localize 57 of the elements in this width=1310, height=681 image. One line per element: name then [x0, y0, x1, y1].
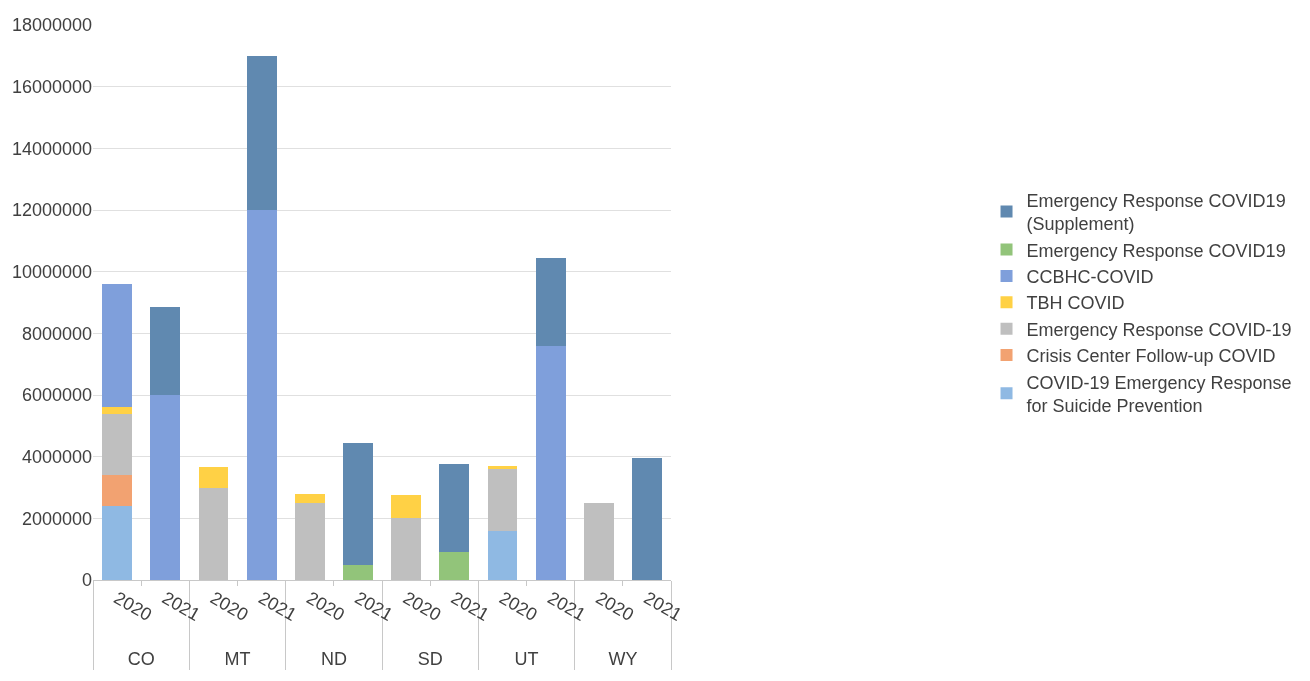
y-tick-label: 2000000 [21, 508, 92, 529]
bar [487, 469, 518, 531]
x-tick-label: 2020 [399, 587, 445, 625]
bar [535, 257, 566, 346]
text: ND [320, 649, 347, 670]
bar [246, 210, 277, 580]
bar [150, 395, 181, 580]
y-tick-label: 18000000 [11, 15, 92, 36]
bar [102, 413, 133, 476]
bar [487, 465, 518, 469]
y-tick-label: 6000000 [21, 385, 92, 406]
bar [102, 506, 133, 580]
y-tick-label: 16000000 [11, 76, 92, 97]
y-tick-label: 14000000 [11, 138, 92, 159]
bar [343, 442, 373, 565]
text: SD [417, 649, 443, 670]
legend-label: Crisis Center Follow-up COVID [1026, 346, 1276, 367]
bar [102, 407, 133, 414]
legend-label: COVID-19 Emergency Response for Suicide Prevention [1026, 372, 1292, 416]
bar [343, 564, 373, 580]
bar [391, 495, 422, 519]
x-tick-label: 2021 [351, 587, 397, 625]
y-tick-label: 10000000 [11, 261, 92, 282]
bar [246, 55, 277, 210]
legend-label: Emergency Response COVID-19 [1026, 319, 1292, 340]
x-tick-label: 2021 [447, 587, 493, 625]
legend-label: Emergency Response COVID19 [1026, 240, 1286, 261]
bar [198, 467, 229, 488]
text: CO [127, 649, 155, 670]
y-tick-label: 12000000 [11, 200, 92, 221]
x-tick-label: 2020 [110, 587, 156, 625]
bar [294, 494, 325, 503]
legend-label: Emergency Response COVID19 (Supplement) [1026, 190, 1286, 235]
bar [102, 284, 133, 408]
bar [102, 475, 133, 506]
text: WY [608, 649, 638, 670]
legend-label: TBH COVID [1026, 293, 1125, 314]
x-tick-label: 2020 [592, 587, 638, 625]
x-tick-label: 2020 [496, 587, 541, 625]
y-tick-label: 0 [81, 570, 92, 591]
text: MT [224, 649, 251, 670]
bar [439, 552, 470, 580]
x-tick-label: 2021 [255, 587, 300, 625]
bar [535, 345, 566, 580]
bar [632, 458, 663, 580]
x-tick-label: 2020 [303, 587, 348, 625]
bar [150, 307, 181, 395]
x-tick-label: 2021 [544, 587, 589, 625]
y-tick-label: 4000000 [21, 446, 92, 467]
x-tick-label: 2021 [640, 587, 686, 625]
x-tick-label: 2020 [206, 587, 252, 625]
bar [487, 530, 518, 580]
x-tick-label: 2021 [158, 587, 204, 625]
bar [439, 463, 470, 553]
text: UT [514, 649, 539, 670]
y-tick-label: 8000000 [21, 323, 92, 344]
legend-label: CCBHC-COVID [1026, 266, 1154, 287]
